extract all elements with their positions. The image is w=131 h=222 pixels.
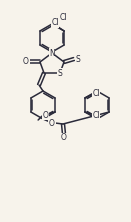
Text: Cl: Cl [92, 111, 100, 121]
Text: Cl: Cl [59, 14, 67, 22]
Text: O: O [61, 133, 67, 143]
Text: Cl: Cl [51, 18, 59, 28]
Text: O: O [49, 119, 55, 127]
Text: O: O [42, 111, 48, 119]
Text: Cl: Cl [92, 89, 100, 97]
Text: N: N [49, 48, 55, 57]
Text: O: O [23, 57, 29, 67]
Text: S: S [76, 54, 80, 63]
Text: S: S [58, 69, 62, 77]
